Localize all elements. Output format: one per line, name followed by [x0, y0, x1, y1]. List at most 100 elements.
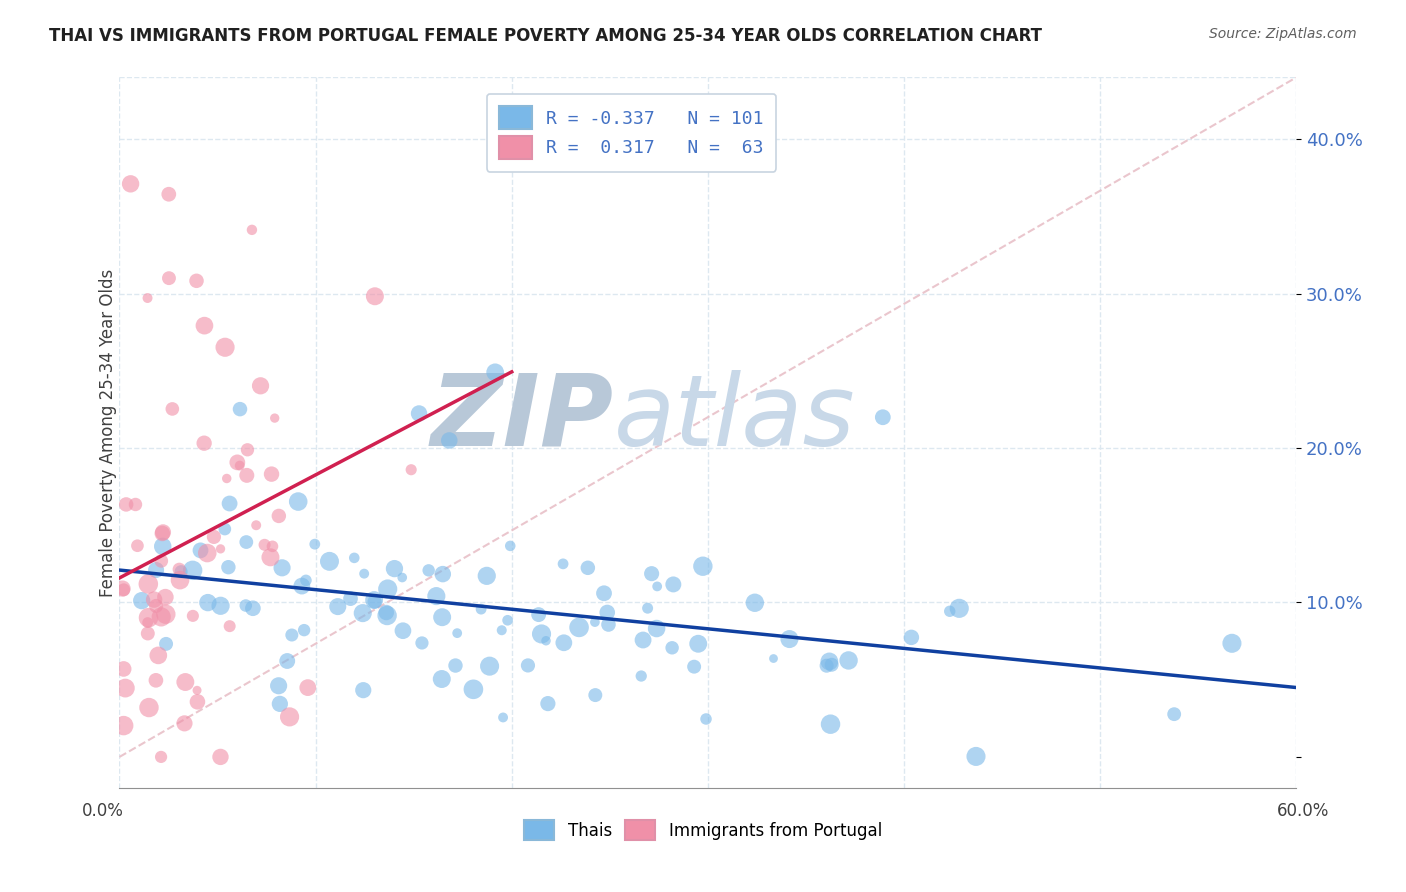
Point	[318, 554, 340, 568]
Point	[872, 410, 894, 425]
Point	[418, 563, 440, 577]
Point	[218, 619, 240, 633]
Text: THAI VS IMMIGRANTS FROM PORTUGAL FEMALE POVERTY AMONG 25-34 YEAR OLDS CORRELATIO: THAI VS IMMIGRANTS FROM PORTUGAL FEMALE …	[49, 27, 1042, 45]
Point	[496, 613, 519, 627]
Y-axis label: Female Poverty Among 25-34 Year Olds: Female Poverty Among 25-34 Year Olds	[100, 268, 117, 597]
Point	[145, 563, 167, 577]
Point	[292, 623, 315, 637]
Point	[190, 543, 212, 558]
Point	[157, 271, 180, 285]
Point	[263, 411, 285, 425]
Point	[217, 560, 239, 574]
Point	[145, 673, 167, 688]
Point	[645, 622, 668, 636]
Point	[593, 586, 616, 600]
Point	[170, 565, 193, 579]
Point	[818, 655, 841, 669]
Point	[218, 496, 240, 510]
Point	[124, 498, 146, 512]
Point	[821, 657, 844, 672]
Point	[262, 539, 284, 553]
Point	[391, 570, 413, 584]
Point	[209, 750, 232, 764]
Point	[276, 654, 298, 668]
Point	[744, 596, 766, 610]
Point	[1220, 636, 1243, 650]
Point	[150, 554, 173, 568]
Point	[375, 608, 398, 623]
Point	[637, 601, 659, 615]
Point	[229, 458, 252, 473]
Point	[444, 658, 467, 673]
Point	[214, 340, 236, 354]
Text: ZIP: ZIP	[430, 370, 614, 467]
Point	[138, 610, 160, 624]
Point	[236, 442, 259, 457]
Point	[145, 599, 167, 613]
Point	[114, 681, 136, 695]
Point	[136, 291, 159, 305]
Point	[463, 682, 485, 697]
Point	[534, 633, 557, 648]
Point	[127, 539, 149, 553]
Point	[551, 557, 574, 571]
Point	[948, 601, 970, 615]
Point	[186, 683, 208, 698]
Point	[470, 602, 492, 616]
Point	[259, 550, 281, 565]
Point	[236, 468, 259, 483]
Point	[136, 626, 159, 640]
Text: 60.0%: 60.0%	[1277, 802, 1330, 820]
Point	[138, 700, 160, 714]
Point	[152, 525, 174, 540]
Point	[439, 434, 461, 448]
Point	[630, 669, 652, 683]
Point	[245, 518, 267, 533]
Point	[692, 559, 714, 574]
Point	[112, 662, 135, 676]
Point	[226, 455, 249, 469]
Point	[304, 537, 326, 551]
Text: atlas: atlas	[614, 370, 855, 467]
Point	[965, 749, 987, 764]
Point	[499, 539, 522, 553]
Point	[384, 561, 406, 575]
Point	[432, 567, 454, 582]
Point	[517, 658, 540, 673]
Point	[278, 710, 301, 724]
Point	[661, 640, 683, 655]
Point	[530, 627, 553, 641]
Point	[662, 577, 685, 591]
Point	[112, 718, 135, 732]
Point	[695, 712, 717, 726]
Point	[352, 683, 374, 698]
Point	[155, 590, 177, 604]
Point	[553, 636, 575, 650]
Point	[155, 607, 177, 622]
Point	[269, 697, 291, 711]
Point	[111, 582, 134, 596]
Text: 0.0%: 0.0%	[82, 802, 124, 820]
Text: Source: ZipAtlas.com: Source: ZipAtlas.com	[1209, 27, 1357, 41]
Point	[326, 599, 349, 614]
Point	[215, 471, 238, 485]
Point	[820, 717, 842, 731]
Point	[150, 526, 173, 541]
Point	[377, 582, 399, 596]
Point	[683, 659, 706, 673]
Point	[399, 463, 422, 477]
Point	[815, 658, 838, 673]
Point	[155, 637, 177, 651]
Point	[152, 540, 174, 554]
Point	[408, 407, 430, 421]
Legend: R = -0.337   N = 101, R =  0.317   N =  63: R = -0.337 N = 101, R = 0.317 N = 63	[486, 94, 776, 171]
Point	[195, 546, 218, 560]
Point	[596, 606, 619, 620]
Point	[267, 679, 290, 693]
Point	[527, 607, 550, 622]
Point	[174, 675, 197, 690]
Point	[475, 569, 498, 583]
Point	[297, 681, 319, 695]
Point	[375, 606, 398, 620]
Point	[938, 604, 960, 618]
